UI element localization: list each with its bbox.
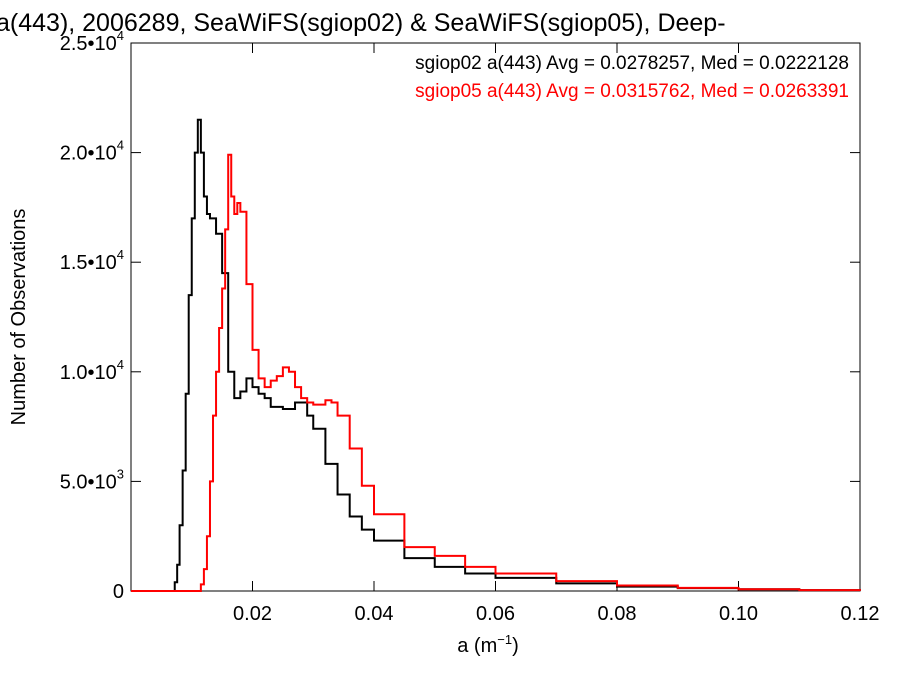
plot-frame bbox=[130, 42, 861, 592]
x-tick-label: 0.04 bbox=[355, 603, 394, 625]
y-tick-label: 2.0•104 bbox=[60, 138, 124, 165]
chart-title: a(443), 2006289, SeaWiFS(sgiop02) & SeaW… bbox=[0, 9, 726, 37]
y-tick-label: 0 bbox=[113, 581, 124, 603]
x-axis-ticks: 0.02 0.04 0.06 0.08 0.10 0.12 bbox=[233, 43, 879, 625]
x-tick-label: 0.02 bbox=[233, 603, 272, 625]
y-axis-ticks: 0 5.0•103 1.0•104 1.5•104 2.0•104 2.5•104 bbox=[60, 28, 860, 603]
y-axis-label: Number of Observations bbox=[8, 209, 30, 426]
series-line-sgiop02 bbox=[131, 118, 861, 592]
legend-entry-sgiop02: sgiop02 a(443) Avg = 0.0278257, Med = 0.… bbox=[415, 53, 849, 74]
y-tick-label: 5.0•103 bbox=[60, 466, 124, 493]
x-tick-label: 0.06 bbox=[476, 603, 515, 625]
y-tick-label: 1.0•104 bbox=[60, 357, 124, 384]
y-tick-label: 2.5•104 bbox=[60, 28, 124, 55]
x-axis-label: a (m−1) bbox=[457, 632, 519, 657]
series-layer bbox=[131, 118, 861, 592]
x-tick-label: 0.12 bbox=[841, 603, 880, 625]
series-line-sgiop05 bbox=[131, 153, 861, 592]
x-tick-label: 0.10 bbox=[719, 603, 758, 625]
x-tick-label: 0.08 bbox=[598, 603, 637, 625]
legend-entry-sgiop05: sgiop05 a(443) Avg = 0.0315762, Med = 0.… bbox=[415, 81, 849, 102]
y-tick-label: 1.5•104 bbox=[60, 247, 124, 274]
